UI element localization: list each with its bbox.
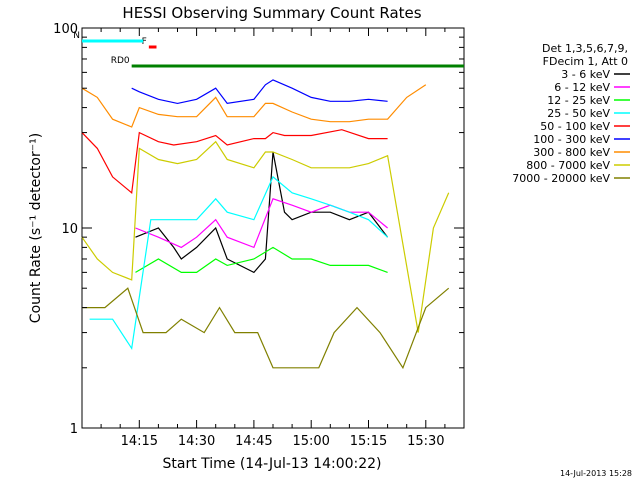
series-line-6 (81, 84, 427, 128)
flag-layer: RD0 F N (73, 31, 464, 68)
legend-label-4: 50 - 100 keV (540, 120, 610, 133)
x-tick-label: 15:00 (292, 434, 329, 449)
legend-label-3: 25 - 50 keV (547, 107, 610, 120)
legend-label-2: 12 - 25 keV (547, 94, 610, 107)
series-line-4 (81, 129, 388, 194)
series-line-8 (82, 287, 450, 370)
legend: Det 1,3,5,6,7,9,FDecim 1, Att 03 - 6 keV… (512, 42, 630, 185)
series-line-1 (135, 198, 388, 249)
series-line-3 (89, 175, 389, 351)
footer-timestamp: 14-Jul-2013 15:28 (560, 469, 632, 478)
x-tick-label: 15:15 (350, 434, 387, 449)
x-tick-label: 14:45 (235, 434, 272, 449)
legend-label-1: 6 - 12 keV (554, 81, 610, 94)
legend-header-line: FDecim 1, Att 0 (543, 55, 628, 68)
flag-label-1: F (142, 37, 147, 47)
x-tick-label: 15:30 (407, 434, 444, 449)
flag-label-2: N (73, 31, 80, 41)
series-layer (81, 79, 450, 370)
y-tick-label: 1 (70, 422, 78, 437)
series-line-0 (135, 151, 389, 274)
legend-label-7: 800 - 7000 keV (526, 159, 610, 172)
y-tick-label: 10 (61, 222, 78, 237)
series-line-7 (81, 140, 450, 333)
y-axis-label: Count Rate (s⁻¹ detector⁻¹) (28, 133, 44, 323)
flag-label-0: RD0 (111, 56, 130, 66)
x-tick-label: 14:15 (121, 434, 158, 449)
legend-label-8: 7000 - 20000 keV (512, 172, 610, 185)
legend-label-5: 100 - 300 keV (533, 133, 610, 146)
legend-header-line: Det 1,3,5,6,7,9, (542, 42, 628, 55)
x-axis-label: Start Time (14-Jul-13 14:00:22) (162, 456, 381, 472)
series-line-2 (135, 246, 388, 273)
legend-label-6: 300 - 800 keV (533, 146, 610, 159)
series-line-5 (131, 79, 388, 105)
chart-title: HESSI Observing Summary Count Rates (122, 4, 421, 22)
y-axis: 1 10 100 (53, 22, 464, 437)
y-tick-label: 100 (53, 22, 78, 37)
x-tick-label: 14:30 (178, 434, 215, 449)
legend-label-0: 3 - 6 keV (561, 68, 610, 81)
x-axis: 14:15 14:30 14:45 15:00 15:15 15:30 (81, 28, 465, 449)
